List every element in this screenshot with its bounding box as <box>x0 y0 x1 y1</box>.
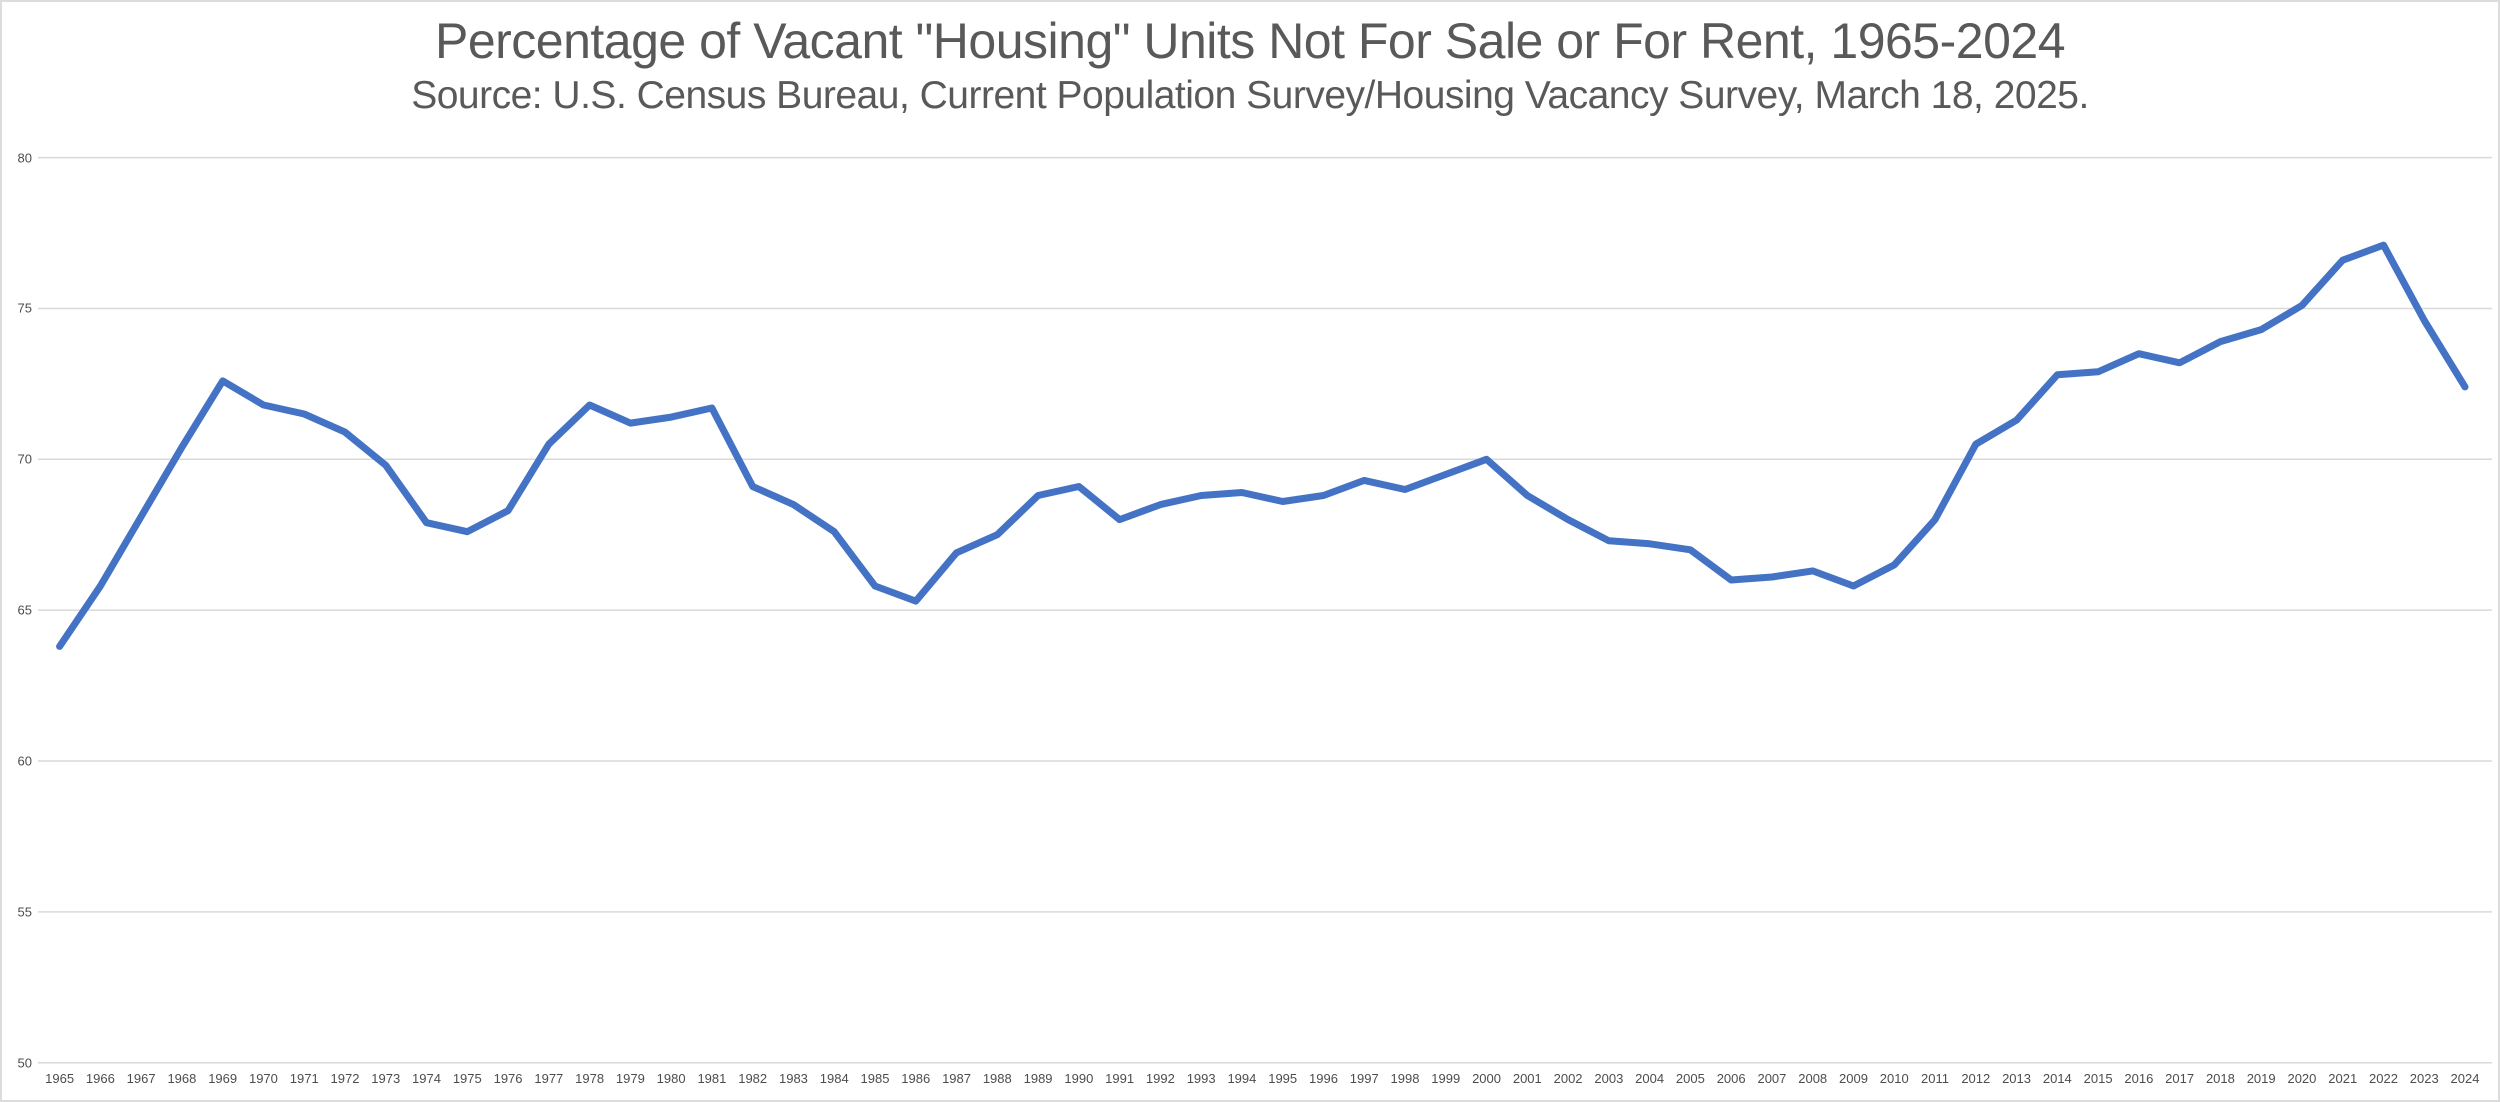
x-tick-label: 2011 <box>1921 1070 1949 1086</box>
x-tick-label: 2007 <box>1757 1070 1787 1086</box>
x-tick-label: 2017 <box>2165 1070 2195 1086</box>
x-tick-label: 1995 <box>1268 1070 1298 1086</box>
x-tick-label: 1983 <box>778 1070 808 1086</box>
x-tick-label: 1982 <box>738 1070 768 1086</box>
x-tick-label: 1986 <box>901 1070 931 1086</box>
x-tick-label: 1979 <box>615 1070 645 1086</box>
x-tick-label: 1974 <box>412 1070 441 1086</box>
x-tick-label: 1999 <box>1431 1070 1461 1086</box>
y-tick-label: 80 <box>17 150 32 166</box>
x-tick-label: 2009 <box>1839 1070 1868 1086</box>
x-tick-label: 1969 <box>208 1070 238 1086</box>
x-tick-label: 2022 <box>2369 1070 2398 1086</box>
x-tick-label: 2010 <box>1879 1070 1909 1086</box>
x-tick-label: 1970 <box>248 1070 278 1086</box>
x-tick-label: 1980 <box>656 1070 686 1086</box>
x-tick-label: 1967 <box>126 1070 156 1086</box>
x-tick-label: 1989 <box>1023 1070 1053 1086</box>
x-tick-label: 1988 <box>982 1070 1012 1086</box>
x-tick-label: 1977 <box>534 1070 564 1086</box>
x-tick-label: 2004 <box>1635 1070 1665 1086</box>
y-tick-label: 55 <box>17 904 32 920</box>
y-tick-label: 70 <box>17 451 32 467</box>
x-tick-label: 2014 <box>2042 1070 2072 1086</box>
data-series-line <box>56 241 2469 650</box>
chart-title: Percentage of Vacant "Housing" Units Not… <box>434 13 2066 69</box>
x-tick-label: 2013 <box>2002 1070 2031 1086</box>
x-tick-label: 2006 <box>1716 1070 1746 1086</box>
x-tick-label: 1973 <box>371 1070 401 1086</box>
y-tick-label: 75 <box>17 300 32 316</box>
x-tick-label: 2020 <box>2287 1070 2317 1086</box>
x-tick-label: 1998 <box>1390 1070 1420 1086</box>
x-tick-label: 2019 <box>2246 1070 2276 1086</box>
x-tick-label: 1984 <box>819 1070 849 1086</box>
y-tick-label: 60 <box>17 753 32 769</box>
x-tick-label: 1971 <box>289 1070 319 1086</box>
x-tick-label: 1996 <box>1309 1070 1338 1086</box>
x-tick-label: 2003 <box>1594 1070 1624 1086</box>
x-tick-label: 2015 <box>2083 1070 2113 1086</box>
x-tick-label: 1975 <box>452 1070 482 1086</box>
x-tick-label: 2005 <box>1675 1070 1705 1086</box>
x-tick-label: 2008 <box>1798 1070 1828 1086</box>
x-tick-label: 1992 <box>1145 1070 1175 1086</box>
x-tick-label: 1978 <box>575 1070 605 1086</box>
x-tick-label: 1965 <box>45 1070 75 1086</box>
x-tick-label: 1991 <box>1105 1070 1135 1086</box>
x-tick-label: 2000 <box>1472 1070 1501 1086</box>
x-tick-label: 1985 <box>860 1070 890 1086</box>
x-tick-label: 1972 <box>330 1070 360 1086</box>
x-tick-label: 2021 <box>2328 1070 2358 1086</box>
x-tick-label: 1981 <box>697 1070 727 1086</box>
y-tick-label: 65 <box>17 602 32 618</box>
x-tick-label: 1990 <box>1064 1070 1094 1086</box>
chart-subtitle: Source: U.S. Census Bureau, Current Popu… <box>411 74 2089 117</box>
x-tick-label: 1993 <box>1186 1070 1216 1086</box>
x-tick-label: 2001 <box>1512 1070 1542 1086</box>
x-tick-label: 1997 <box>1349 1070 1379 1086</box>
x-tick-label: 2023 <box>2409 1070 2439 1086</box>
x-tick-label: 1976 <box>493 1070 523 1086</box>
x-tick-label: 2016 <box>2124 1070 2154 1086</box>
x-tick-label: 1968 <box>167 1070 197 1086</box>
x-tick-label: 2012 <box>1961 1070 1991 1086</box>
x-tick-label: 2018 <box>2205 1070 2235 1086</box>
x-tick-label: 1994 <box>1227 1070 1257 1086</box>
x-tick-label: 2002 <box>1553 1070 1583 1086</box>
x-tick-label: 1987 <box>942 1070 971 1086</box>
y-tick-label: 50 <box>17 1055 32 1071</box>
x-tick-label: 1966 <box>85 1070 115 1086</box>
x-tick-label: 2024 <box>2450 1070 2480 1086</box>
